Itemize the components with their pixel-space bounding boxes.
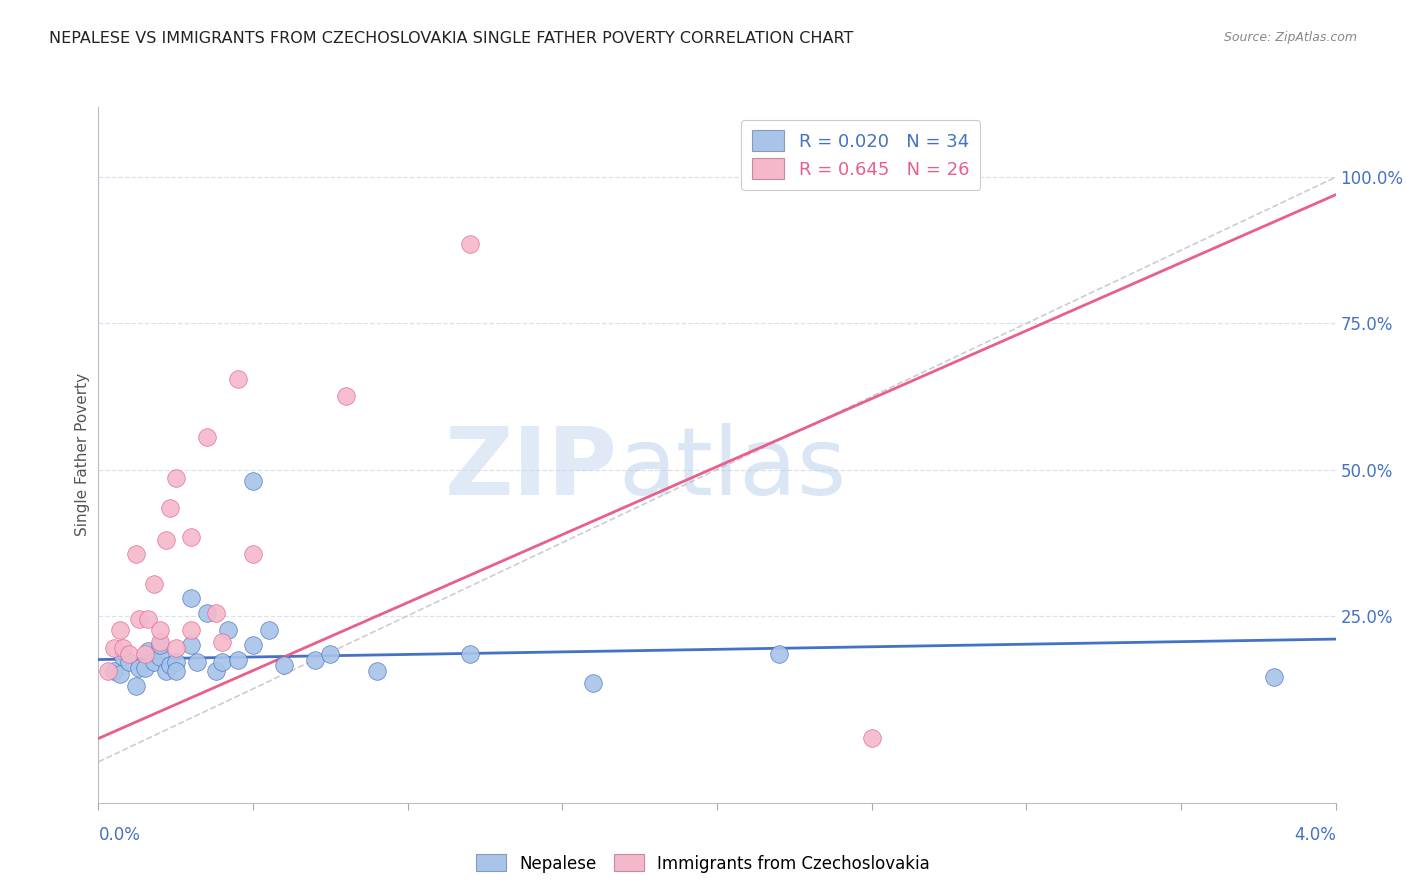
Y-axis label: Single Father Poverty: Single Father Poverty bbox=[75, 374, 90, 536]
Point bbox=[180, 624, 202, 638]
Point bbox=[768, 647, 790, 661]
Legend: Nepalese, Immigrants from Czechoslovakia: Nepalese, Immigrants from Czechoslovakia bbox=[470, 847, 936, 880]
Point bbox=[118, 656, 141, 670]
Point bbox=[186, 656, 208, 670]
Text: ZIP: ZIP bbox=[446, 423, 619, 515]
Point bbox=[165, 665, 187, 679]
Point bbox=[108, 624, 131, 638]
Point bbox=[149, 624, 172, 638]
Point bbox=[211, 635, 233, 649]
Point bbox=[180, 530, 202, 544]
Point bbox=[458, 237, 481, 252]
Point bbox=[860, 731, 883, 746]
Point bbox=[165, 640, 187, 655]
Point bbox=[159, 500, 181, 515]
Point bbox=[180, 638, 202, 652]
Point bbox=[128, 612, 150, 626]
Point bbox=[242, 547, 264, 561]
Legend: R = 0.020   N = 34, R = 0.645   N = 26: R = 0.020 N = 34, R = 0.645 N = 26 bbox=[741, 120, 980, 190]
Point bbox=[257, 624, 280, 638]
Point bbox=[136, 644, 159, 658]
Point bbox=[195, 430, 218, 444]
Point bbox=[458, 647, 481, 661]
Point bbox=[211, 656, 233, 670]
Point bbox=[226, 372, 249, 386]
Point bbox=[242, 638, 264, 652]
Point bbox=[143, 656, 166, 670]
Point bbox=[1263, 670, 1285, 684]
Point bbox=[205, 665, 228, 679]
Point bbox=[112, 649, 135, 664]
Point bbox=[195, 606, 218, 620]
Point bbox=[226, 652, 249, 666]
Point bbox=[242, 474, 264, 488]
Point bbox=[103, 665, 125, 679]
Point bbox=[124, 547, 146, 561]
Point bbox=[582, 676, 605, 690]
Text: 4.0%: 4.0% bbox=[1294, 826, 1336, 844]
Point bbox=[304, 652, 326, 666]
Point bbox=[165, 656, 187, 670]
Point bbox=[134, 647, 156, 661]
Point bbox=[149, 649, 172, 664]
Text: NEPALESE VS IMMIGRANTS FROM CZECHOSLOVAKIA SINGLE FATHER POVERTY CORRELATION CHA: NEPALESE VS IMMIGRANTS FROM CZECHOSLOVAK… bbox=[49, 31, 853, 46]
Point bbox=[217, 624, 239, 638]
Point bbox=[273, 658, 295, 673]
Point bbox=[124, 679, 146, 693]
Text: Source: ZipAtlas.com: Source: ZipAtlas.com bbox=[1223, 31, 1357, 45]
Point bbox=[335, 389, 357, 403]
Point bbox=[165, 471, 187, 485]
Text: 0.0%: 0.0% bbox=[98, 826, 141, 844]
Point bbox=[366, 665, 388, 679]
Point bbox=[319, 647, 342, 661]
Point bbox=[108, 667, 131, 681]
Point bbox=[136, 612, 159, 626]
Point bbox=[112, 640, 135, 655]
Point bbox=[149, 638, 172, 652]
Point bbox=[205, 606, 228, 620]
Point bbox=[128, 661, 150, 675]
Point bbox=[149, 635, 172, 649]
Point bbox=[97, 665, 120, 679]
Point bbox=[155, 665, 177, 679]
Point bbox=[155, 533, 177, 547]
Point bbox=[143, 576, 166, 591]
Point bbox=[159, 658, 181, 673]
Point bbox=[118, 647, 141, 661]
Point bbox=[134, 661, 156, 675]
Point bbox=[103, 640, 125, 655]
Point bbox=[180, 591, 202, 606]
Text: atlas: atlas bbox=[619, 423, 846, 515]
